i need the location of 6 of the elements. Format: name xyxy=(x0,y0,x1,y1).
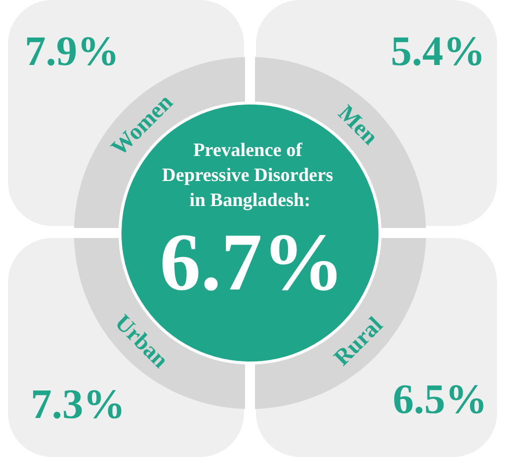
text: 6.7% xyxy=(160,216,344,308)
data-label: 7.3% xyxy=(30,382,126,428)
data-label: 5.4% xyxy=(390,29,486,75)
data-label: 7.9% xyxy=(24,29,120,75)
text: Prevalence of Depressive Disorders in Bangladesh: xyxy=(162,140,338,211)
data-label: 6.5% xyxy=(392,377,488,423)
